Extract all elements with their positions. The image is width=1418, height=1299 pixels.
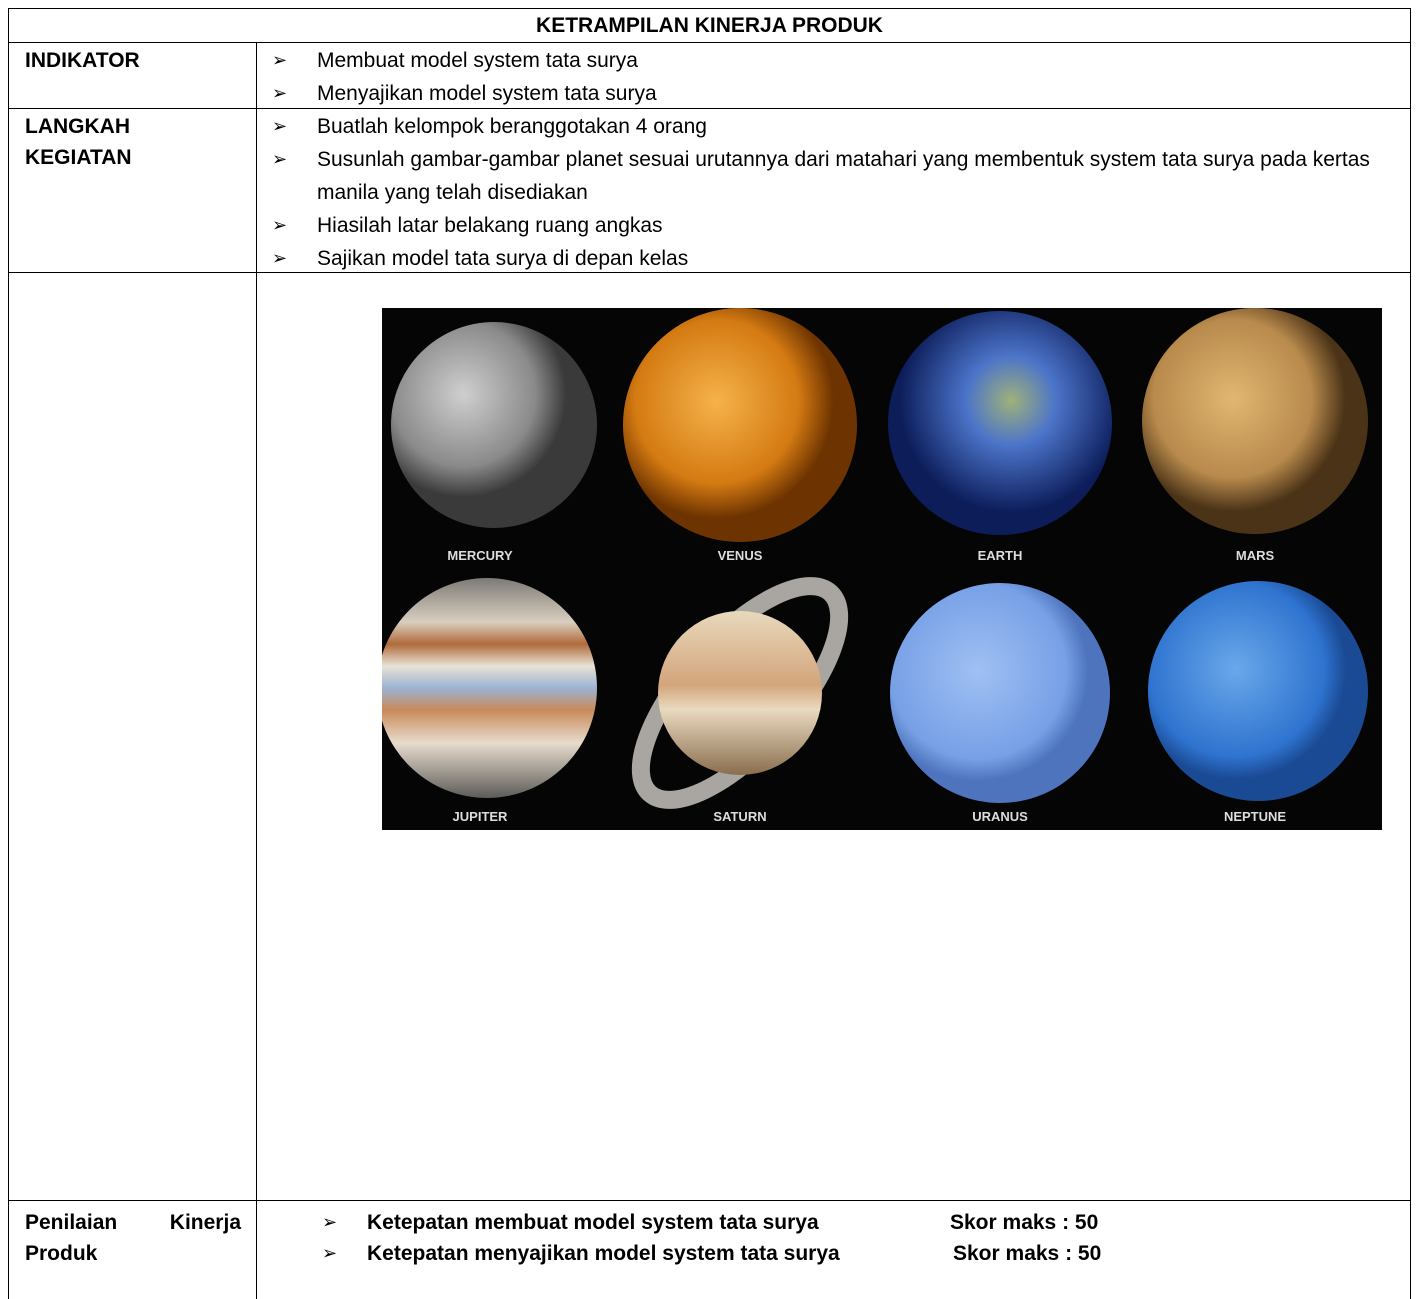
list-item: Susunlah gambar-gambar planet sesuai uru… xyxy=(317,143,1402,209)
bullet: ➢ xyxy=(272,77,287,110)
border xyxy=(1410,8,1411,1299)
page: KETRAMPILAN KINERJA PRODUK INDIKATOR ➢ Mem… xyxy=(0,0,1418,1299)
max-score: Skor maks : 50 xyxy=(950,1206,1098,1239)
row-label: KEGIATAN xyxy=(25,141,132,174)
bullet: ➢ xyxy=(272,209,287,242)
list-item: Buatlah kelompok beranggotakan 4 orang xyxy=(317,110,1402,143)
criterion: Ketepatan membuat model system tata sury… xyxy=(367,1206,819,1239)
list-item: Menyajikan model system tata surya xyxy=(317,77,657,110)
bullet: ➢ xyxy=(322,1237,337,1270)
max-score: Skor maks : 50 xyxy=(953,1237,1101,1270)
planet-label: JUPITER xyxy=(453,809,509,824)
border xyxy=(8,42,1411,43)
criterion: Ketepatan menyajikan model system tata s… xyxy=(367,1237,840,1270)
planet-label: URANUS xyxy=(972,809,1028,824)
planet-image: MERCURY VENUS EARTH MARS JUPITER SATURN URANUS… xyxy=(382,308,1382,830)
row-label: INDIKATOR xyxy=(25,44,140,77)
planet-label: SATURN xyxy=(713,809,766,824)
bullet: ➢ xyxy=(272,44,287,77)
row-label: Penilaian Kinerja xyxy=(25,1206,241,1239)
bullet: ➢ xyxy=(272,110,287,143)
planet-label: NEPTUNE xyxy=(1224,809,1286,824)
bullet: ➢ xyxy=(272,143,287,176)
planet-label: MARS xyxy=(1236,548,1275,563)
border xyxy=(8,108,1411,109)
row-label: LANGKAH xyxy=(25,110,130,143)
list-item: Sajikan model tata surya di depan kelas xyxy=(317,242,1402,275)
bullet: ➢ xyxy=(272,242,287,275)
title: KETRAMPILAN KINERJA PRODUK xyxy=(8,9,1411,42)
bullet: ➢ xyxy=(322,1206,337,1239)
planet-label: EARTH xyxy=(978,548,1023,563)
planet-label: VENUS xyxy=(718,548,763,563)
list-item: Hiasilah latar belakang ruang angkas xyxy=(317,209,1402,242)
border xyxy=(8,8,9,1299)
border xyxy=(256,42,257,1299)
planet-label: MERCURY xyxy=(447,548,513,563)
border xyxy=(8,1200,1411,1201)
list-item: Membuat model system tata surya xyxy=(317,44,638,77)
row-label: Produk xyxy=(25,1237,97,1270)
